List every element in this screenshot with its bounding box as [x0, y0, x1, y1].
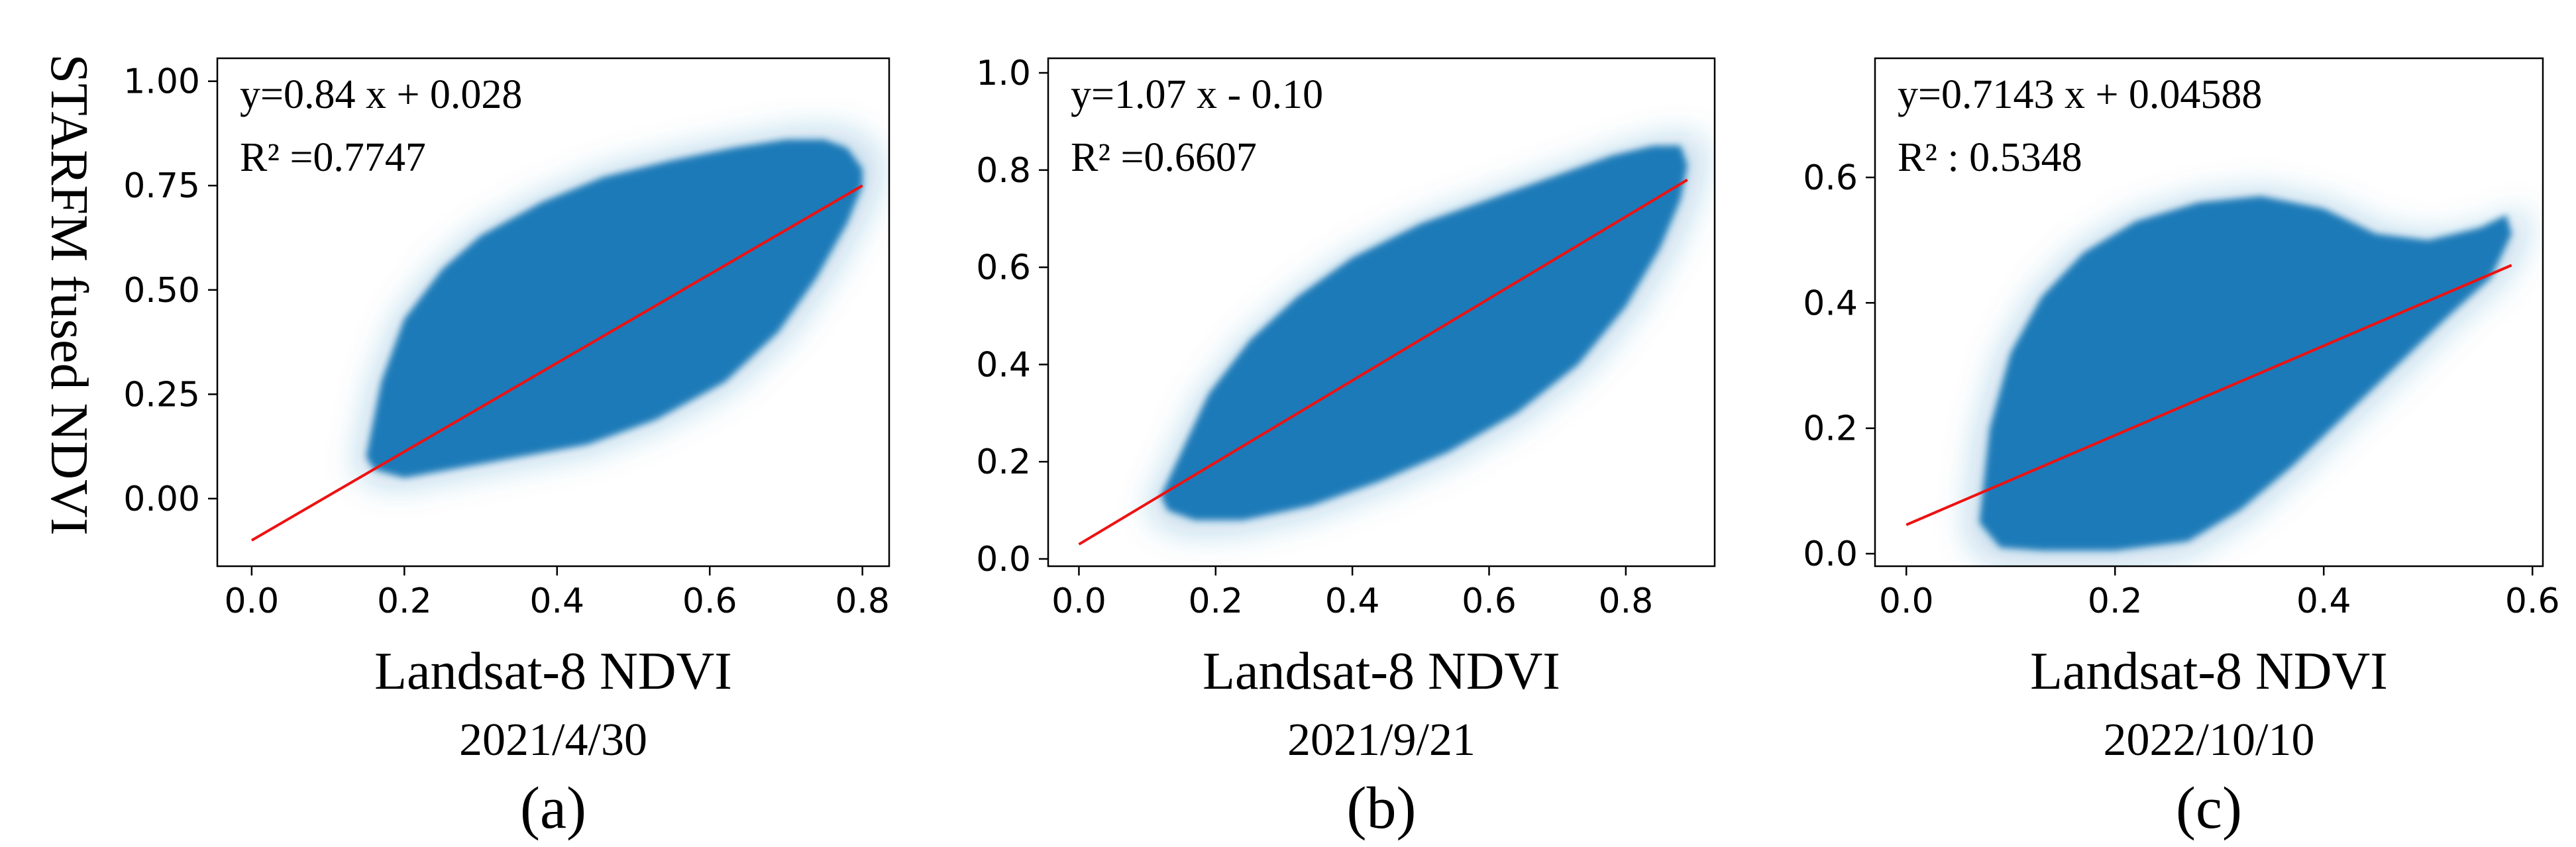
- y-tick-label-b-1: 0.2: [976, 442, 1031, 482]
- panel-b: 0.0 0.2 0.4 0.6 0.8 0.0 0.2 0.4 0.6 0.8 1.0 y=1.07 …: [976, 54, 1716, 841]
- y-tick-label-c-2: 0.4: [1803, 283, 1858, 323]
- fit-line-c: [1905, 264, 2512, 526]
- y-tick-label-a-3: 0.75: [123, 166, 200, 206]
- y-tick-label-b-0: 0.0: [976, 540, 1031, 579]
- x-tick-label-c-2: 0.4: [2296, 581, 2351, 621]
- x-tick-label-a-3: 0.6: [682, 581, 737, 621]
- y-tick-label-c-3: 0.6: [1803, 158, 1858, 198]
- x-axis-label-a: Landsat-8 NDVI: [374, 642, 732, 701]
- r2-annotation-b: R² =0.6607: [1071, 135, 1257, 180]
- panel-label-c: (c): [2176, 775, 2242, 841]
- y-tick-label-a-0: 0.00: [123, 479, 200, 519]
- y-tick-label-b-4: 0.8: [976, 151, 1031, 191]
- x-tick-label-b-2: 0.4: [1325, 581, 1380, 621]
- y-tick-label-a-2: 0.50: [123, 271, 200, 311]
- y-tick-label-a-4: 1.00: [123, 62, 200, 102]
- x-tick-label-b-0: 0.0: [1051, 581, 1106, 621]
- date-label-a: 2021/4/30: [459, 715, 647, 766]
- x-tick-label-a-0: 0.0: [225, 581, 280, 621]
- equation-annotation-a: y=0.84 x + 0.028: [240, 72, 522, 117]
- axes-frame-a: [216, 57, 890, 568]
- x-tick-label-a-2: 0.4: [529, 581, 584, 621]
- x-axis-label-c: Landsat-8 NDVI: [2030, 642, 2388, 701]
- scatter-points-c: [1979, 196, 2512, 551]
- panel-a: 0.0 0.2 0.4 0.6 0.8 0.00 0.25 0.50 0.75 1.00 y=0.8…: [123, 57, 890, 841]
- axes-frame-c: [1874, 57, 2544, 568]
- x-tick-label-c-1: 0.2: [2088, 581, 2143, 621]
- x-tick-label-a-1: 0.2: [377, 581, 432, 621]
- y-tick-label-c-0: 0.0: [1803, 534, 1858, 574]
- x-tick-label-a-4: 0.8: [835, 581, 890, 621]
- scatter-points-b: [1161, 146, 1688, 521]
- y-tick-label-b-3: 0.6: [976, 248, 1031, 288]
- date-label-b: 2021/9/21: [1287, 715, 1476, 766]
- x-tick-label-b-4: 0.8: [1599, 581, 1654, 621]
- r2-annotation-a: R² =0.7747: [240, 135, 426, 180]
- y-axis-label: STARFM fused NDVI: [40, 54, 98, 536]
- panel-label-b: (b): [1347, 775, 1417, 841]
- scatter-points-a: [366, 139, 863, 478]
- panel-c: 0.0 0.2 0.4 0.6 0.0 0.2 0.4 0.6 y=0.7143 x + 0.0…: [1803, 57, 2560, 841]
- x-tick-label-c-3: 0.6: [2505, 581, 2560, 621]
- y-tick-label-a-1: 0.25: [123, 375, 200, 415]
- axes-frame-b: [1047, 57, 1716, 568]
- equation-annotation-b: y=1.07 x - 0.10: [1071, 72, 1323, 117]
- y-tick-label-c-1: 0.2: [1803, 409, 1858, 449]
- x-tick-label-b-3: 0.6: [1462, 581, 1517, 621]
- r2-annotation-c: R² : 0.5348: [1898, 135, 2082, 180]
- y-tick-label-b-2: 0.4: [976, 345, 1031, 385]
- y-tick-label-b-5: 1.0: [976, 54, 1031, 93]
- panel-label-a: (a): [520, 775, 586, 841]
- x-tick-label-b-1: 0.2: [1188, 581, 1243, 621]
- equation-annotation-c: y=0.7143 x + 0.04588: [1898, 72, 2262, 117]
- x-axis-label-b: Landsat-8 NDVI: [1203, 642, 1560, 701]
- x-tick-label-c-0: 0.0: [1879, 581, 1934, 621]
- fit-line-b: [1078, 178, 1688, 546]
- date-label-c: 2022/10/10: [2104, 715, 2315, 766]
- fit-line-a: [250, 184, 863, 542]
